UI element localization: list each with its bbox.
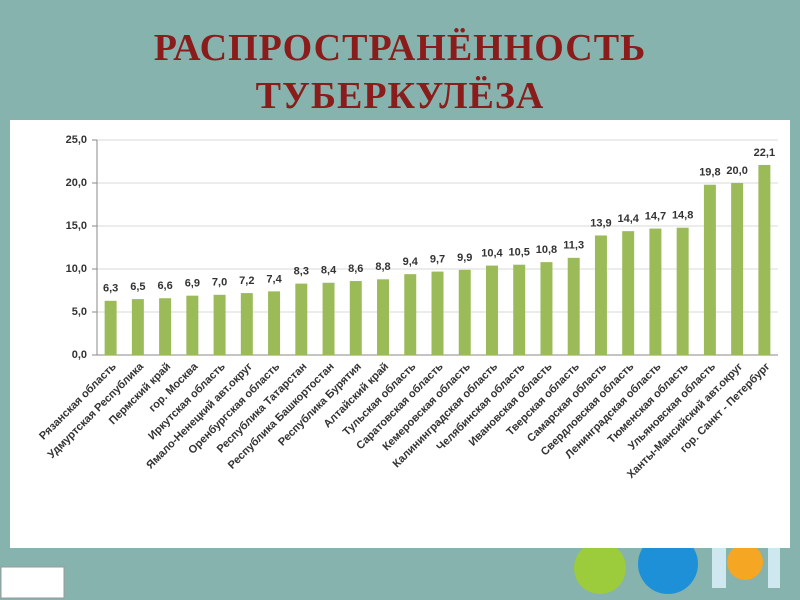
slide-title: РАСПРОСТРАНЁННОСТЬ ТУБЕРКУЛЁЗА xyxy=(153,27,647,117)
data-label: 7,4 xyxy=(266,273,282,285)
sphere xyxy=(638,548,698,594)
data-label: 7,2 xyxy=(239,275,254,287)
bar xyxy=(431,271,444,355)
data-label: 8,4 xyxy=(321,265,337,277)
data-label: 14,4 xyxy=(617,213,639,225)
bar xyxy=(594,235,607,355)
bar xyxy=(513,264,526,355)
y-tick-label: 5,0 xyxy=(72,306,87,318)
data-label: 6,9 xyxy=(185,278,200,290)
data-label: 8,6 xyxy=(348,263,363,275)
data-label: 8,8 xyxy=(375,261,390,273)
data-label: 9,4 xyxy=(403,256,419,268)
data-label: 10,5 xyxy=(509,247,530,259)
data-label: 6,6 xyxy=(157,280,172,292)
data-label: 11,3 xyxy=(563,240,584,252)
bar xyxy=(104,300,117,355)
bar xyxy=(322,282,335,355)
bar xyxy=(268,291,281,355)
bar xyxy=(186,295,199,355)
data-label: 9,9 xyxy=(457,252,472,264)
bar xyxy=(159,298,172,355)
bar xyxy=(485,265,498,355)
y-tick-label: 0,0 xyxy=(72,349,87,361)
bar xyxy=(567,257,580,355)
data-label: 8,3 xyxy=(294,266,309,278)
data-label: 6,3 xyxy=(103,283,118,295)
bar xyxy=(622,231,635,355)
bar xyxy=(213,294,226,355)
data-label: 19,8 xyxy=(699,167,720,179)
tube xyxy=(768,548,780,588)
bar xyxy=(676,227,689,355)
data-label: 10,8 xyxy=(536,244,557,256)
data-label: 20,0 xyxy=(726,165,747,177)
y-tick-label: 10,0 xyxy=(66,263,87,275)
bar xyxy=(758,164,771,355)
bar xyxy=(240,293,253,355)
bar xyxy=(703,184,716,355)
bar xyxy=(131,299,144,355)
y-tick-label: 25,0 xyxy=(66,134,87,146)
bar xyxy=(404,274,417,355)
data-label: 14,7 xyxy=(645,210,666,222)
sphere xyxy=(727,548,763,580)
y-tick-label: 20,0 xyxy=(66,177,87,189)
bar xyxy=(349,281,362,355)
data-label: 10,4 xyxy=(481,247,503,259)
data-label: 6,5 xyxy=(130,281,145,293)
bar xyxy=(295,283,308,355)
data-label: 13,9 xyxy=(590,217,611,229)
data-label: 14,8 xyxy=(672,210,693,222)
bar xyxy=(458,269,471,355)
bar xyxy=(649,228,662,355)
slide-box xyxy=(0,566,65,599)
bar xyxy=(540,262,553,355)
data-label: 9,7 xyxy=(430,253,445,265)
bar xyxy=(377,279,390,355)
chart-background xyxy=(10,120,790,548)
data-label: 22,1 xyxy=(754,147,775,159)
tube xyxy=(712,548,726,588)
bar xyxy=(731,183,744,355)
y-tick-label: 15,0 xyxy=(66,220,87,232)
sphere xyxy=(574,548,626,594)
data-label: 7,0 xyxy=(212,277,227,289)
decoration xyxy=(0,548,780,599)
